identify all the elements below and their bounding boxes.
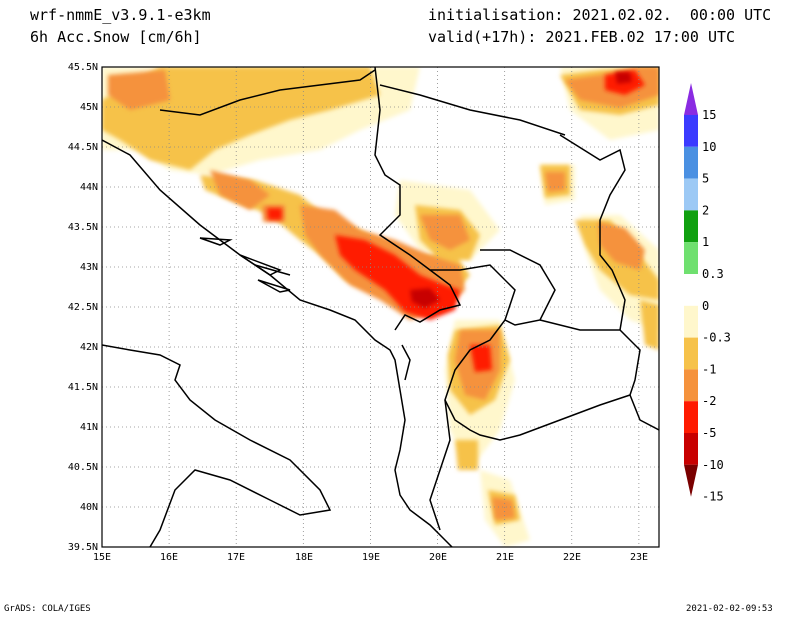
colorbar-label: -15 (702, 490, 724, 504)
colorbar-label: 15 (702, 108, 716, 122)
field-title: 6h Acc.Snow [cm/6h] (30, 28, 202, 46)
colorbar-swatch (684, 433, 698, 465)
colorbar-swatch (684, 274, 698, 306)
colorbar-label: -0.3 (702, 331, 731, 345)
lat-tick: 40N (80, 502, 98, 513)
colorbar-label: -1 (702, 362, 716, 376)
colorbar-swatch (684, 369, 698, 402)
lat-tick: 43.5N (68, 222, 98, 233)
lon-tick: 15E (93, 552, 111, 563)
lat-tick: 44.5N (68, 142, 98, 153)
lon-tick: 21E (496, 552, 514, 563)
colorbar-label: -2 (702, 394, 716, 408)
lat-tick: 41.5N (68, 382, 98, 393)
lon-tick: 23E (630, 552, 648, 563)
lat-tick: 45.5N (68, 62, 98, 73)
colorbar-label: 5 (702, 172, 709, 186)
lon-tick: 16E (160, 552, 178, 563)
colorbar-label: 1 (702, 235, 709, 249)
init-time: initialisation: 2021.02.02. 00:00 UTC (428, 6, 772, 24)
colorbar-swatch (684, 401, 698, 433)
colorbar-swatch (684, 115, 698, 147)
lat-tick: 43N (80, 262, 98, 273)
colorbar-label: -5 (702, 426, 716, 440)
lat-tick: 44N (80, 182, 98, 193)
colorbar-swatch (684, 242, 698, 274)
lat-tick: 42.5N (68, 302, 98, 313)
country-borders (102, 67, 659, 547)
snow-field (102, 67, 659, 547)
lat-tick: 45N (80, 102, 98, 113)
colorbar-bottom-arrow (684, 464, 698, 497)
colorbar-label: -10 (702, 458, 724, 472)
map-grid (102, 67, 659, 547)
lat-tick: 40.5N (68, 462, 98, 473)
colorbar-label: 10 (702, 140, 716, 154)
lat-tick: 42N (80, 342, 98, 353)
colorbar-label: 0.3 (702, 267, 724, 281)
grads-credit: GrADS: COLA/IGES (4, 604, 91, 614)
lon-tick: 20E (429, 552, 447, 563)
lat-axis-labels: 45.5N 45N 44.5N 44N 43.5N 43N 42.5N 42N … (68, 62, 98, 553)
render-timestamp: 2021-02-02-09:53 (686, 604, 773, 614)
model-title: wrf-nmmE_v3.9.1-e3km (30, 6, 211, 24)
colorbar: 15 10 5 2 1 0.3 0 -0.3 -1 -2 -5 -10 -15 (684, 83, 731, 504)
colorbar-label: 2 (702, 203, 709, 217)
map-frame (101, 66, 660, 548)
lon-tick: 18E (295, 552, 313, 563)
lat-tick: 41N (80, 422, 98, 433)
colorbar-swatch (684, 337, 698, 370)
colorbar-swatch (684, 178, 698, 211)
lon-tick: 17E (227, 552, 245, 563)
colorbar-label: 0 (702, 299, 709, 313)
colorbar-swatch (684, 305, 698, 338)
lon-tick: 22E (563, 552, 581, 563)
lon-tick: 19E (362, 552, 380, 563)
colorbar-top-arrow (684, 83, 698, 115)
valid-time: valid(+17h): 2021.FEB.02 17:00 UTC (428, 28, 736, 46)
colorbar-swatch (684, 210, 698, 243)
lon-axis-labels: 15E 16E 17E 18E 19E 20E 21E 22E 23E (93, 552, 648, 563)
lat-tick: 39.5N (68, 542, 98, 553)
colorbar-swatch (684, 146, 698, 179)
